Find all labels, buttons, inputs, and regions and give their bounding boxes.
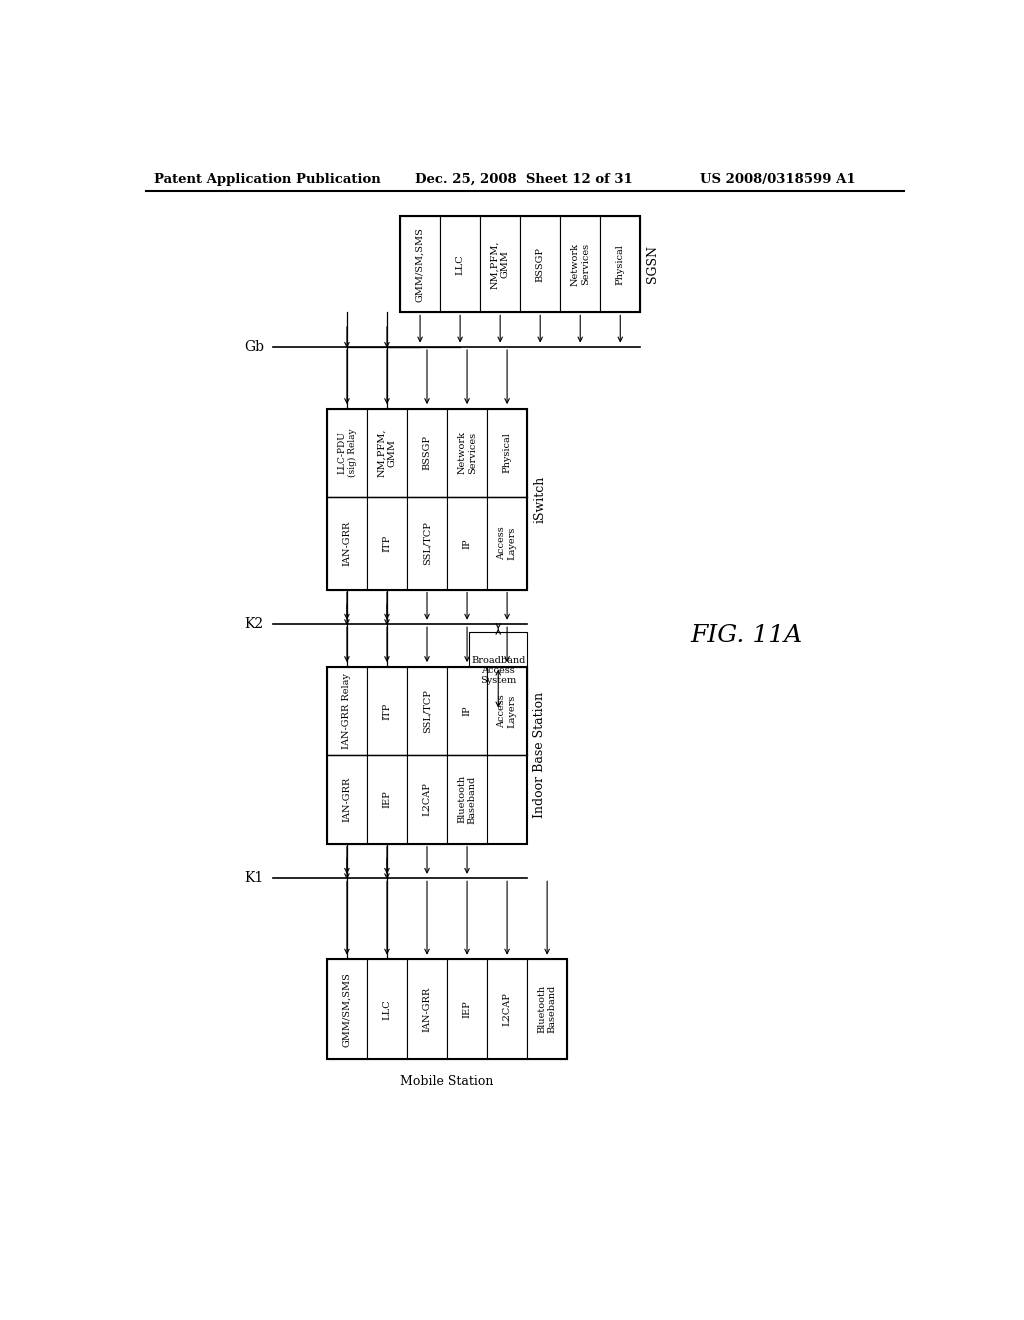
Bar	[367, 755, 407, 843]
Bar	[327, 755, 367, 843]
Bar	[327, 667, 367, 755]
Text: GMM/SM,SMS: GMM/SM,SMS	[342, 972, 351, 1047]
Bar	[327, 498, 367, 590]
Text: NM,PFM,
GMM: NM,PFM, GMM	[377, 429, 396, 477]
Text: K2: K2	[245, 618, 264, 631]
Text: IAN-GRR: IAN-GRR	[342, 521, 351, 566]
Text: ITP: ITP	[383, 702, 391, 719]
Bar	[327, 960, 567, 1059]
Text: LLC-PDU
(sig) Relay: LLC-PDU (sig) Relay	[337, 429, 356, 478]
Bar	[367, 498, 407, 590]
Bar	[487, 960, 527, 1059]
Bar	[407, 960, 447, 1059]
Text: US 2008/0318599 A1: US 2008/0318599 A1	[700, 173, 856, 186]
Text: IEP: IEP	[463, 1001, 471, 1018]
Text: iSwitch: iSwitch	[534, 475, 546, 523]
Text: Network
Services: Network Services	[458, 432, 477, 474]
Text: NM,PFM,
GMM: NM,PFM, GMM	[490, 240, 510, 289]
Text: Physical: Physical	[503, 433, 512, 474]
Bar	[400, 216, 640, 313]
Text: FIG. 11A: FIG. 11A	[690, 624, 803, 647]
Text: SGSN: SGSN	[646, 246, 659, 284]
Bar	[327, 409, 367, 498]
Text: Dec. 25, 2008  Sheet 12 of 31: Dec. 25, 2008 Sheet 12 of 31	[416, 173, 633, 186]
Bar	[520, 216, 560, 313]
Bar	[440, 216, 480, 313]
Text: IP: IP	[463, 706, 471, 717]
Bar	[487, 498, 527, 590]
Text: ITP: ITP	[383, 535, 391, 552]
Text: IP: IP	[463, 539, 471, 549]
Text: Indoor Base Station: Indoor Base Station	[534, 692, 546, 818]
Bar	[327, 409, 527, 590]
Text: L2CAP: L2CAP	[503, 993, 512, 1026]
Text: BSSGP: BSSGP	[536, 247, 545, 281]
Bar	[367, 960, 407, 1059]
Bar	[600, 216, 640, 313]
Bar	[487, 409, 527, 498]
Text: Physical: Physical	[615, 244, 625, 285]
Bar	[447, 498, 487, 590]
Bar	[327, 667, 527, 843]
Text: SSL/TCP: SSL/TCP	[423, 689, 431, 733]
Text: SSL/TCP: SSL/TCP	[423, 521, 431, 565]
Text: Access
Layers: Access Layers	[498, 527, 517, 560]
Bar	[527, 960, 567, 1059]
Bar	[560, 216, 600, 313]
Text: K1: K1	[245, 871, 264, 886]
Text: Mobile Station: Mobile Station	[400, 1074, 494, 1088]
Text: Bluetooth
Baseband: Bluetooth Baseband	[538, 985, 557, 1034]
Text: IAN-GRR: IAN-GRR	[423, 986, 431, 1032]
Text: BSSGP: BSSGP	[423, 436, 431, 470]
Text: IAN-GRR Relay: IAN-GRR Relay	[342, 673, 351, 748]
Text: Broadband
Access
System: Broadband Access System	[471, 656, 525, 685]
Bar	[407, 667, 447, 755]
Bar	[487, 667, 527, 755]
Text: GMM/SM,SMS: GMM/SM,SMS	[416, 227, 425, 302]
Bar	[480, 216, 520, 313]
Bar	[469, 632, 527, 709]
Bar	[447, 755, 487, 843]
Text: LLC: LLC	[383, 999, 391, 1019]
Bar	[447, 409, 487, 498]
Bar	[407, 755, 447, 843]
Bar	[407, 409, 447, 498]
Bar	[367, 409, 407, 498]
Text: Network
Services: Network Services	[570, 243, 590, 285]
Bar	[367, 667, 407, 755]
Text: LLC: LLC	[456, 253, 465, 275]
Text: L2CAP: L2CAP	[423, 783, 431, 816]
Bar	[447, 960, 487, 1059]
Text: Gb: Gb	[244, 341, 264, 354]
Text: IAN-GRR: IAN-GRR	[342, 776, 351, 822]
Bar	[407, 498, 447, 590]
Bar	[447, 667, 487, 755]
Bar	[400, 216, 440, 313]
Bar	[327, 960, 367, 1059]
Text: Access
Layers: Access Layers	[498, 694, 517, 727]
Text: Bluetooth
Baseband: Bluetooth Baseband	[458, 775, 477, 824]
Text: Patent Application Publication: Patent Application Publication	[154, 173, 380, 186]
Text: IEP: IEP	[383, 791, 391, 808]
